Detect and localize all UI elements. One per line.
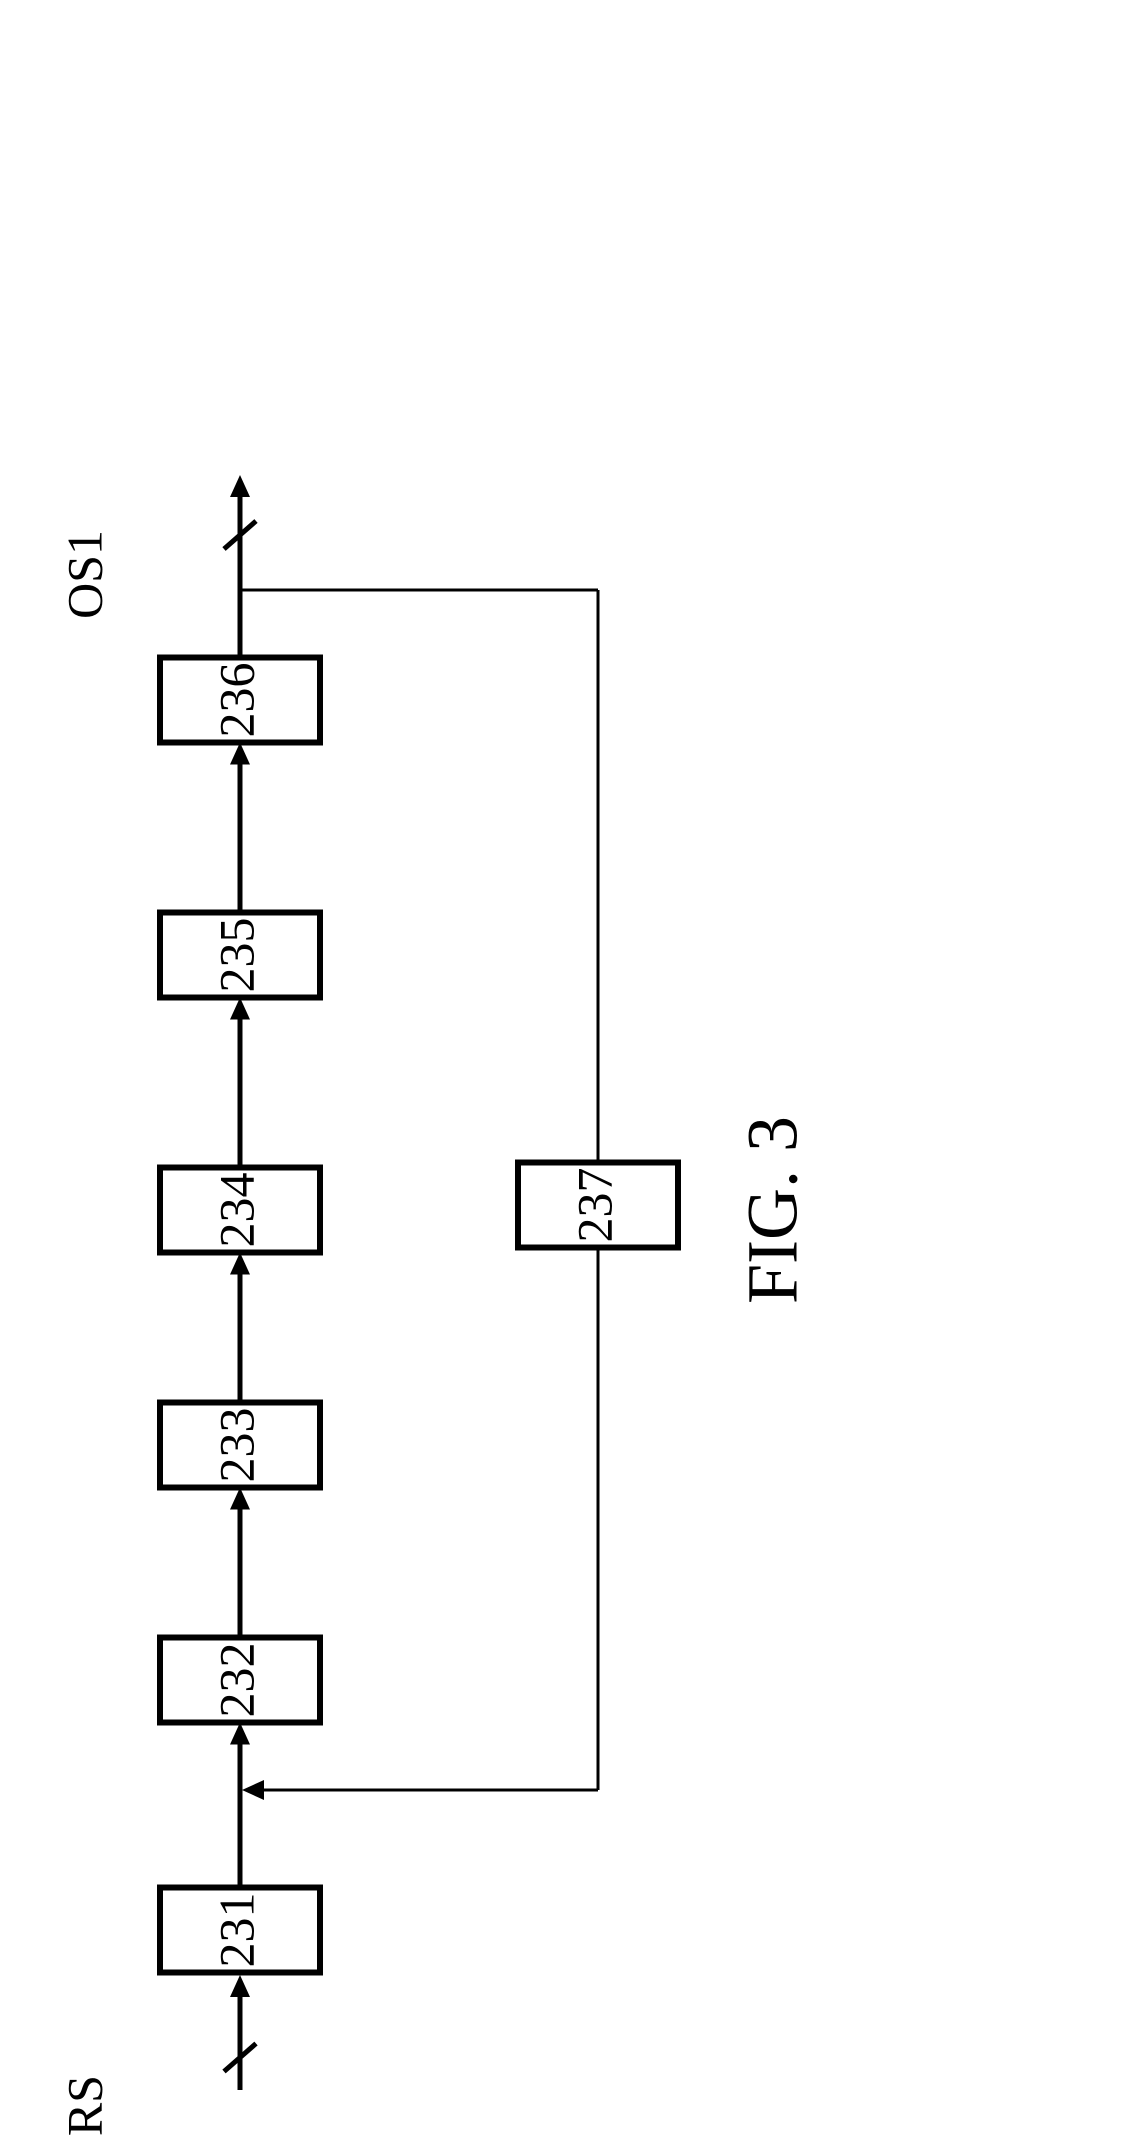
block-237-label: 237 <box>566 1168 622 1243</box>
block-232-label: 232 <box>208 1643 264 1718</box>
block-236: 236 <box>160 658 320 743</box>
block-234-label: 234 <box>208 1173 264 1248</box>
block-236-label: 236 <box>208 663 264 738</box>
block-233: 233 <box>160 1403 320 1488</box>
block-234: 234 <box>160 1168 320 1253</box>
block-231: 231 <box>160 1888 320 1973</box>
block-232: 232 <box>160 1638 320 1723</box>
block-233-label: 233 <box>208 1408 264 1483</box>
signal-rs-label: RS <box>56 2075 112 2136</box>
figure-label: FIG. 3 <box>733 1116 813 1304</box>
signal-os1-label: OS1 <box>56 530 112 619</box>
block-235: 235 <box>160 913 320 998</box>
block-231-label: 231 <box>208 1893 264 1968</box>
block-235-label: 235 <box>208 918 264 993</box>
block-237: 237 <box>518 1163 678 1248</box>
